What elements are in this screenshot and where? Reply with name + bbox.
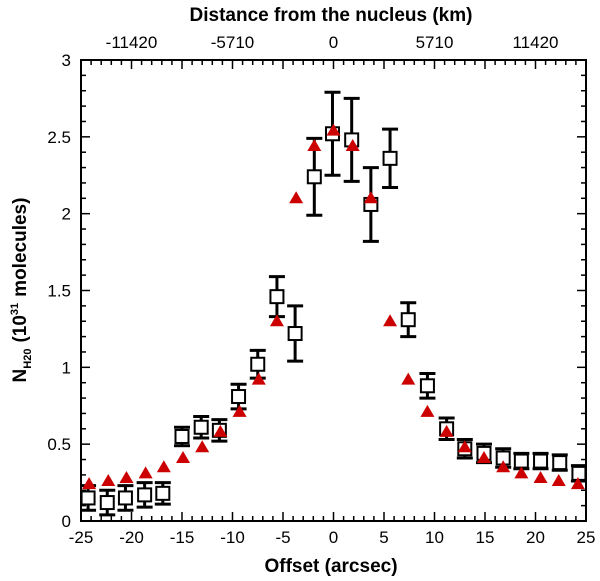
svg-text:NH20(1031molecules): NH20 (1031 molecules) (9, 198, 34, 383)
data-point-observed (80, 486, 96, 511)
square-marker (138, 488, 151, 501)
x-tick-label: -5 (275, 528, 290, 547)
triangle-marker (119, 471, 133, 483)
triangle-marker (534, 471, 548, 483)
triangle-marker (139, 466, 153, 478)
y-title-unit: molecules) (10, 198, 31, 297)
top-tick-label: 0 (329, 33, 338, 52)
triangle-marker (176, 451, 190, 463)
square-marker (534, 455, 547, 468)
data-point-observed (155, 483, 171, 505)
triangle-marker (233, 405, 247, 417)
top-axis-title: Distance from the nucleus (km) (190, 5, 473, 26)
triangle-marker (195, 440, 209, 452)
square-marker (515, 455, 528, 468)
y-tick-label: 0 (62, 512, 71, 531)
triangle-marker (157, 460, 171, 472)
x-tick-label: 15 (476, 528, 495, 547)
x-tick-label: 0 (329, 528, 338, 547)
x-tick-label: -10 (220, 528, 245, 547)
data-point-observed (269, 277, 285, 317)
top-tick-label: 5710 (416, 33, 454, 52)
square-marker (119, 491, 132, 504)
triangle-marker (420, 405, 434, 417)
top-tick-label: 11420 (512, 33, 558, 52)
square-marker (82, 491, 95, 504)
square-marker (421, 379, 434, 392)
y-tick-label: 1.5 (47, 282, 71, 301)
y-tick-label: 2.5 (47, 128, 71, 147)
x-tick-label: 5 (379, 528, 388, 547)
square-marker (572, 467, 585, 480)
data-point-observed (99, 490, 115, 515)
data-point-observed (174, 427, 190, 445)
square-marker (251, 358, 264, 371)
square-marker (402, 313, 415, 326)
y-tick-label: 2 (62, 205, 71, 224)
model-series (82, 124, 585, 489)
data-point-observed (382, 129, 398, 187)
square-marker (384, 152, 397, 165)
triangle-marker (289, 191, 303, 203)
top-tick-label: -5710 (211, 33, 254, 52)
x-tick-label: 20 (526, 528, 545, 547)
x-tick-label: -20 (119, 528, 144, 547)
x-tick-label: 10 (425, 528, 444, 547)
triangle-marker (401, 373, 415, 385)
square-marker (176, 430, 189, 443)
y-title-sub: H20 (22, 349, 34, 369)
data-point-observed (250, 350, 266, 378)
data-point-observed (363, 168, 379, 242)
y-tick-label: 3 (62, 51, 71, 70)
square-marker (270, 290, 283, 303)
x-tick-label: -15 (170, 528, 195, 547)
y-title-main: N (10, 369, 31, 383)
data-point-observed (344, 98, 360, 181)
triangle-marker (101, 474, 115, 486)
data-point-observed (533, 453, 549, 468)
x-axis-title: Offset (arcsec) (264, 556, 397, 577)
chart: -25 -20 -15 -10 -5 0 5 10 15 20 25-11420 -5710 0 5710… (0, 0, 600, 581)
y-tick-label: 0.5 (47, 435, 71, 454)
triangle-marker (307, 139, 321, 151)
square-marker (553, 456, 566, 469)
square-marker (289, 327, 302, 340)
data-point-observed (571, 466, 587, 481)
y-axis-title: NH20 (1031 molecules) (9, 198, 34, 383)
data-point-observed (419, 373, 435, 398)
data-point-observed (231, 384, 247, 409)
observed-series (80, 92, 587, 515)
data-point-observed (552, 455, 568, 470)
square-marker (156, 487, 169, 500)
square-marker (232, 390, 245, 403)
triangle-marker (552, 474, 566, 486)
data-point-observed (400, 303, 416, 337)
top-tick-label: -11420 (106, 33, 158, 52)
data-point-observed (193, 417, 209, 439)
data-point-observed (137, 483, 153, 508)
data-point-observed (287, 306, 303, 361)
y-tick-label: 1 (62, 358, 71, 377)
data-point-observed (117, 486, 133, 511)
square-marker (308, 170, 321, 183)
y-title-sup: 31 (9, 303, 21, 315)
x-tick-label: 25 (577, 528, 596, 547)
x-tick-label: -25 (69, 528, 94, 547)
square-marker (195, 421, 208, 434)
tick-labels: -25 -20 -15 -10 -5 0 5 10 15 20 25-11420 -5710 0 5710… (47, 33, 595, 547)
y-title-paren: (10 (10, 315, 31, 342)
triangle-marker (383, 314, 397, 326)
triangle-marker (82, 477, 96, 489)
square-marker (101, 496, 114, 509)
